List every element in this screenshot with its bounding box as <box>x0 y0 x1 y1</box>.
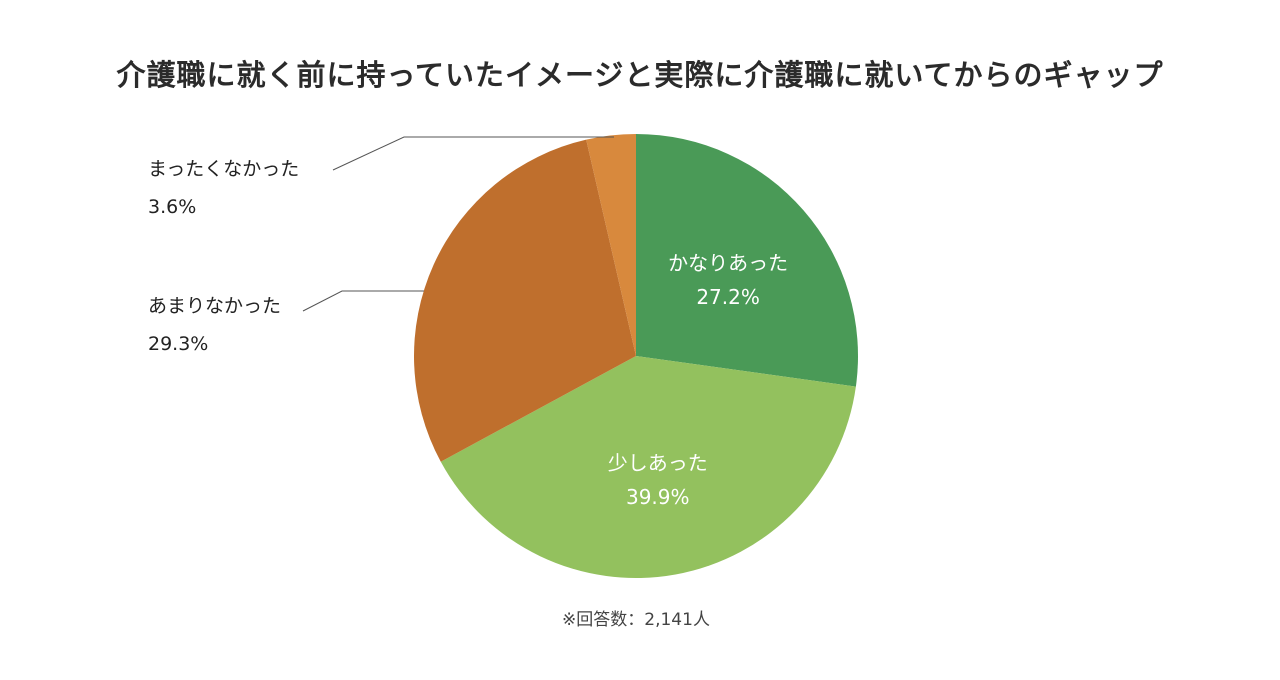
pie-slice-3 <box>586 134 636 356</box>
slice-label-1-value: 39.9% <box>626 485 690 509</box>
label-amari: あまりなかった 29.3% <box>148 287 281 363</box>
slice-label-amari-name: あまりなかった <box>148 295 282 317</box>
slice-label-0-name: かなりあった <box>668 251 788 275</box>
slice-label-0-value: 27.2% <box>696 285 760 309</box>
slice-label-mattaku-value: 3.6% <box>148 196 197 218</box>
label-mattaku: まったくなかった 3.6% <box>148 150 299 226</box>
pie-slice-0 <box>636 134 858 387</box>
chart-title: 介護職に就く前に持っていたイメージと実際に介護職に就いてからのギャップ <box>116 58 1164 92</box>
leader-line-mattaku <box>332 136 614 171</box>
pie-slice-1 <box>440 356 856 579</box>
leader-lines <box>302 136 614 312</box>
leader-line-amari <box>302 290 424 312</box>
inner-labels: かなりあった 27.2% 少しあった 39.9% <box>608 251 788 509</box>
slice-label-mattaku-name: まったくなかった <box>148 158 300 180</box>
pie-slice-2 <box>414 139 636 462</box>
pie-slices <box>414 134 858 579</box>
slice-label-amari-value: 29.3% <box>148 333 209 355</box>
footnote: ※回答数：2,141人 <box>562 610 710 630</box>
slice-label-1-name: 少しあった <box>608 451 708 475</box>
